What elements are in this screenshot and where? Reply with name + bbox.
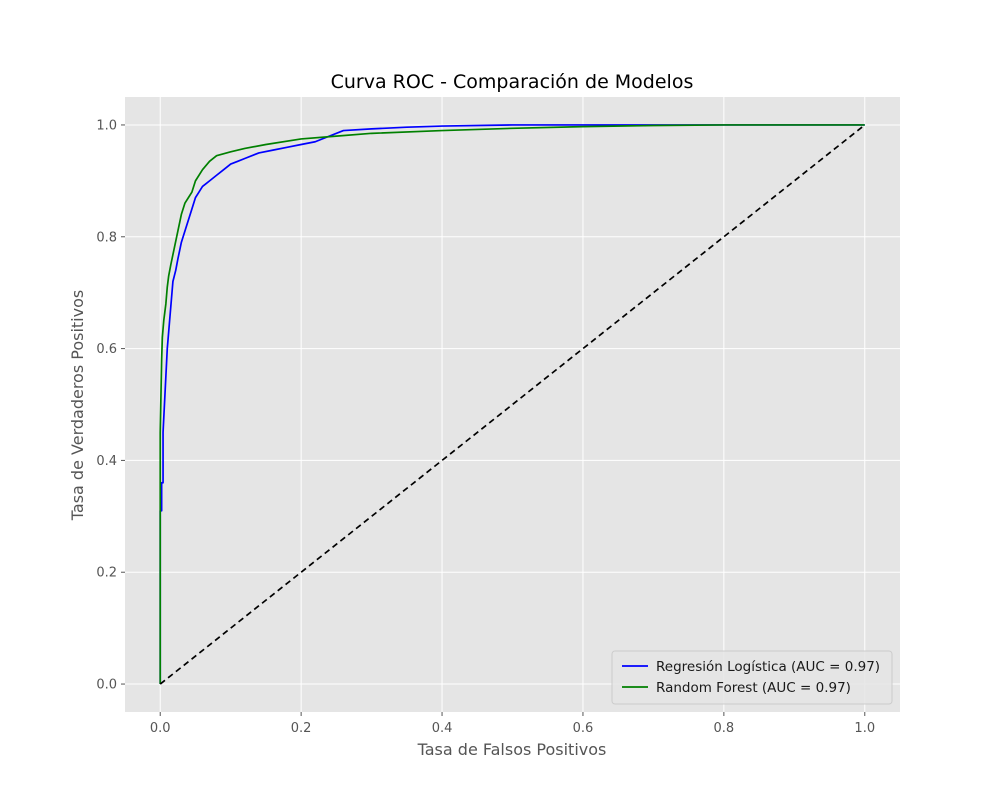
x-axis-ticks: 0.0 0.2 0.4 0.6 0.8 1.0	[150, 712, 875, 736]
series-line-1	[159, 124, 865, 685]
y-axis-label: Tasa de Verdaderos Positivos	[68, 290, 87, 521]
x-tick-label: 0.8	[714, 721, 735, 736]
y-tick-label: 0.8	[96, 230, 117, 245]
chart-title: Curva ROC - Comparación de Modelos	[331, 71, 694, 93]
legend-label: Random Forest (AUC = 0.97)	[656, 680, 851, 696]
series-line-0	[159, 124, 865, 685]
y-axis-ticks: 0.0 0.2 0.4 0.6 0.8 1.0	[96, 118, 125, 693]
y-tick-label: 1.0	[96, 118, 117, 133]
x-tick-label: 0.2	[291, 721, 312, 736]
x-axis-label: Tasa de Falsos Positivos	[417, 740, 607, 759]
legend-label: Regresión Logística (AUC = 0.97)	[656, 659, 880, 675]
y-tick-label: 0.6	[96, 342, 117, 357]
x-tick-label: 1.0	[854, 721, 875, 736]
y-tick-label: 0.0	[96, 678, 117, 693]
legend: Regresión Logística (AUC = 0.97) Random F…	[611, 650, 893, 705]
x-gridlines	[159, 97, 866, 712]
y-tick-label: 0.2	[96, 566, 117, 581]
legend-box	[611, 650, 893, 705]
plot-area	[125, 97, 900, 712]
x-tick-label: 0.4	[432, 721, 453, 736]
y-tick-label: 0.4	[96, 454, 117, 469]
series-lines	[159, 124, 866, 685]
x-tick-label: 0.0	[150, 721, 171, 736]
x-tick-label: 0.6	[573, 721, 594, 736]
